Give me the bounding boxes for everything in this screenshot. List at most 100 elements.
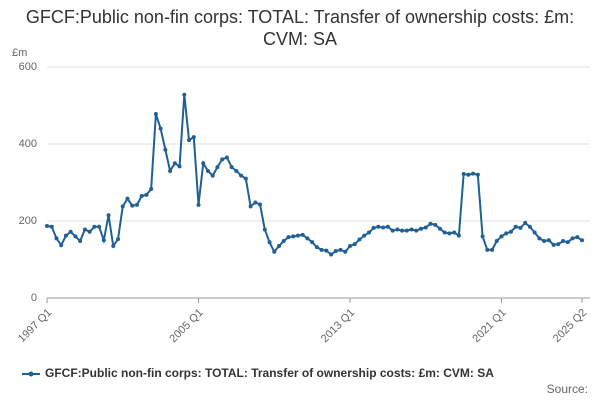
point — [414, 228, 419, 233]
point — [314, 245, 319, 250]
point — [305, 236, 310, 241]
point — [310, 240, 315, 245]
point — [352, 242, 357, 247]
y-tick-label: 600 — [19, 61, 37, 73]
point — [400, 228, 405, 233]
point — [404, 228, 409, 233]
point — [348, 244, 353, 249]
point — [224, 155, 229, 160]
y-tick-label: 200 — [19, 215, 37, 227]
point — [428, 221, 433, 226]
point — [172, 161, 177, 166]
point — [49, 224, 54, 229]
point — [329, 252, 334, 257]
point — [490, 247, 495, 252]
point — [177, 164, 182, 169]
point — [480, 234, 485, 239]
point — [565, 240, 570, 245]
point — [343, 249, 348, 254]
point — [504, 231, 509, 236]
point — [556, 242, 561, 247]
point — [130, 203, 135, 208]
point — [447, 231, 452, 236]
y-tick-label: 0 — [31, 292, 37, 304]
point — [63, 233, 68, 238]
point — [253, 200, 258, 205]
point — [101, 238, 106, 243]
point — [357, 237, 362, 242]
point — [267, 240, 272, 245]
point — [191, 135, 196, 140]
point — [527, 224, 532, 229]
point — [78, 239, 83, 244]
point — [97, 224, 102, 229]
x-tick-label: 2025 Q2 — [551, 307, 589, 345]
point — [423, 225, 428, 230]
point — [87, 229, 92, 234]
point — [471, 171, 476, 176]
point — [395, 227, 400, 232]
point — [362, 233, 367, 238]
point — [532, 230, 537, 235]
point — [286, 235, 291, 240]
y-axis-label: £m — [12, 47, 27, 59]
point — [106, 213, 111, 218]
point — [220, 157, 225, 162]
point — [125, 196, 130, 201]
point — [513, 224, 518, 229]
point — [187, 138, 192, 143]
x-tick-label: 1997 Q1 — [16, 307, 54, 345]
point — [385, 224, 390, 229]
point — [319, 247, 324, 252]
point — [139, 193, 144, 198]
point — [551, 242, 556, 247]
x-tick-label: 2005 Q1 — [167, 307, 205, 345]
point — [92, 224, 97, 229]
point — [295, 233, 300, 238]
point — [338, 247, 343, 252]
point — [45, 224, 49, 229]
point — [537, 236, 542, 241]
point — [158, 126, 163, 131]
point — [272, 249, 277, 254]
point — [376, 224, 381, 229]
point — [546, 238, 551, 243]
point — [281, 239, 286, 244]
point — [523, 220, 528, 225]
point — [291, 234, 296, 239]
point — [201, 161, 206, 166]
point — [409, 227, 414, 232]
point — [390, 228, 395, 233]
point — [437, 226, 442, 231]
chart-title: GFCF:Public non-fin corps: TOTAL: Transf… — [25, 7, 575, 49]
point — [134, 202, 139, 207]
point — [324, 248, 329, 253]
point — [561, 239, 566, 244]
point — [163, 147, 168, 152]
point — [475, 172, 480, 177]
point — [153, 111, 158, 116]
point — [229, 165, 234, 170]
point — [234, 168, 239, 173]
point — [210, 173, 215, 178]
point — [494, 239, 499, 244]
point — [205, 168, 210, 173]
point — [54, 236, 59, 241]
point — [262, 227, 267, 232]
point — [111, 244, 116, 249]
source: Source: — [547, 382, 588, 396]
point — [466, 172, 471, 177]
x-tick-label: 2013 Q1 — [319, 307, 357, 345]
legend-marker — [28, 371, 34, 377]
point — [508, 229, 513, 234]
point — [456, 233, 461, 238]
y-tick-label: 400 — [19, 138, 37, 150]
point — [442, 230, 447, 235]
point — [239, 173, 244, 178]
point — [570, 236, 575, 241]
point — [248, 204, 253, 209]
point — [168, 168, 173, 173]
point — [196, 202, 201, 207]
